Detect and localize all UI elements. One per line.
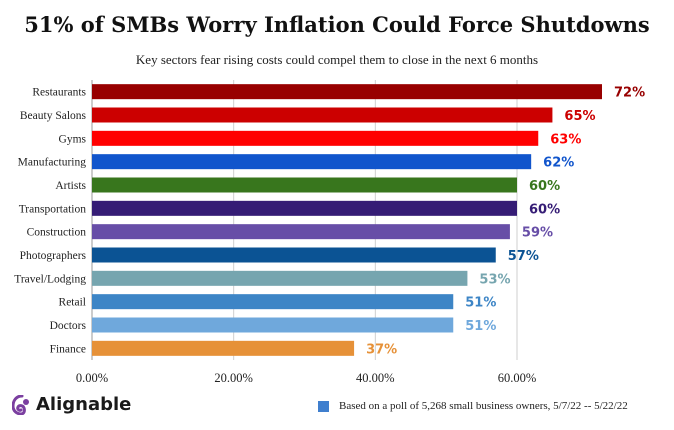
bar (92, 317, 454, 333)
x-tick-label: 20.00% (214, 371, 253, 385)
category-label: Doctors (50, 320, 87, 332)
category-label: Manufacturing (18, 157, 87, 169)
alignable-logo-icon (12, 394, 29, 415)
category-label: Retail (59, 297, 86, 309)
category-label: Beauty Salons (20, 110, 87, 122)
value-label: 63% (550, 132, 581, 147)
value-label: 51% (465, 296, 496, 311)
brand-name: Alignable (36, 394, 132, 415)
category-label: Photographers (20, 250, 87, 262)
value-label: 51% (465, 319, 496, 334)
category-label: Transportation (19, 203, 87, 215)
value-label: 57% (508, 249, 539, 264)
value-label: 59% (522, 226, 553, 241)
bars (92, 84, 602, 356)
value-label: 53% (479, 272, 510, 287)
value-label: 60% (529, 179, 560, 194)
bar (92, 130, 539, 146)
category-label: Gyms (59, 133, 87, 145)
bar (92, 224, 510, 240)
bar (92, 84, 602, 100)
bar (92, 270, 468, 286)
x-tick-label: 0.00% (76, 371, 108, 385)
legend-text: Based on a poll of 5,268 small business … (339, 400, 628, 412)
bar (92, 154, 532, 170)
labels: 0.00% 20.00% 40.00% 60.00% Restaurants 72% Bea… (14, 86, 645, 385)
bar (92, 294, 454, 310)
value-label: 65% (564, 109, 595, 124)
bar (92, 340, 355, 356)
bar (92, 200, 517, 216)
category-label: Finance (50, 343, 86, 355)
x-tick-label: 40.00% (356, 371, 395, 385)
category-label: Travel/Lodging (14, 273, 86, 285)
value-label: 72% (614, 86, 645, 101)
alignable-logo: Alignable (12, 394, 131, 415)
x-tick-label: 60.00% (498, 371, 537, 385)
bar (92, 107, 553, 123)
value-label: 37% (366, 342, 397, 357)
category-label: Construction (27, 227, 87, 239)
chart-title: 51% of SMBs Worry Inflation Could Force … (24, 12, 650, 37)
chart-subtitle: Key sectors fear rising costs could comp… (135, 52, 539, 67)
bar (92, 247, 496, 263)
bar (92, 177, 517, 193)
legend-swatch (318, 400, 329, 412)
legend: Based on a poll of 5,268 small business … (318, 400, 628, 412)
gridlines (91, 80, 518, 360)
category-label: Restaurants (32, 87, 86, 99)
value-label: 62% (543, 156, 574, 171)
value-label: 60% (529, 202, 560, 217)
category-label: Artists (55, 180, 86, 192)
